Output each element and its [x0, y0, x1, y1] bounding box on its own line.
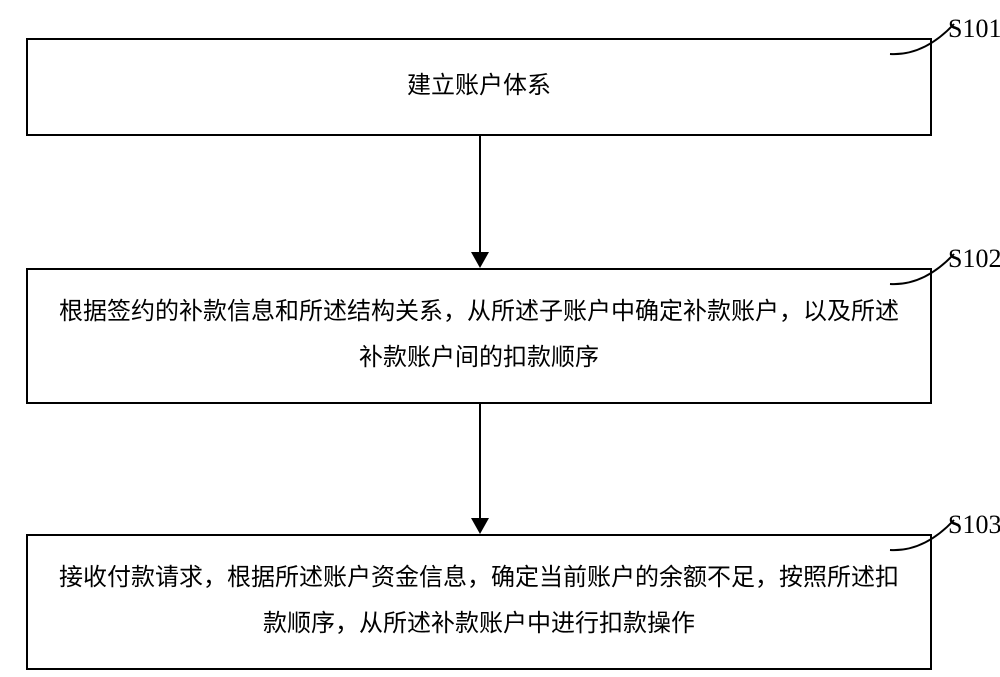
flow-step-label-s101: S101 — [948, 14, 1000, 44]
flowchart-canvas: 建立账户体系 S101 根据签约的补款信息和所述结构关系，从所述子账户中确定补款账户… — [0, 0, 1000, 677]
flow-step-s101: 建立账户体系 — [26, 38, 932, 136]
flow-arrow — [479, 404, 481, 518]
flow-arrow — [479, 136, 481, 252]
flow-step-s102: 根据签约的补款信息和所述结构关系，从所述子账户中确定补款账户，以及所述补款账户间… — [26, 268, 932, 404]
arrow-head-icon — [471, 252, 489, 268]
flow-step-label-s102: S102 — [948, 244, 1000, 274]
flow-step-label-s103: S103 — [948, 510, 1000, 540]
arrow-head-icon — [471, 518, 489, 534]
flow-step-text: 根据签约的补款信息和所述结构关系，从所述子账户中确定补款账户，以及所述补款账户间… — [48, 290, 910, 381]
flow-step-s103: 接收付款请求，根据所述账户资金信息，确定当前账户的余额不足，按照所述扣款顺序，从… — [26, 534, 932, 670]
flow-step-text: 建立账户体系 — [407, 64, 551, 110]
flow-step-text: 接收付款请求，根据所述账户资金信息，确定当前账户的余额不足，按照所述扣款顺序，从… — [48, 556, 910, 647]
